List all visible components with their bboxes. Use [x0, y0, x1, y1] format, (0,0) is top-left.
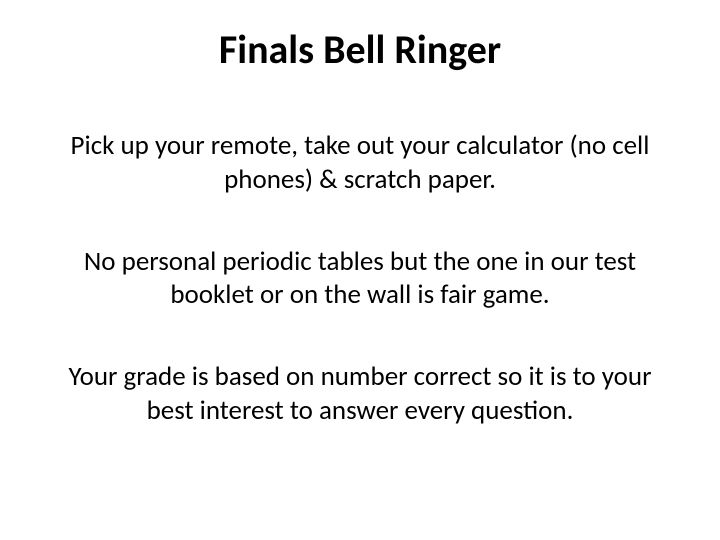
- slide-paragraph-3: Your grade is based on number correct so…: [50, 360, 670, 428]
- slide-paragraph-2: No personal periodic tables but the one …: [50, 245, 670, 313]
- slide-title: Finals Bell Ringer: [50, 25, 670, 74]
- slide-paragraph-1: Pick up your remote, take out your calcu…: [50, 129, 670, 197]
